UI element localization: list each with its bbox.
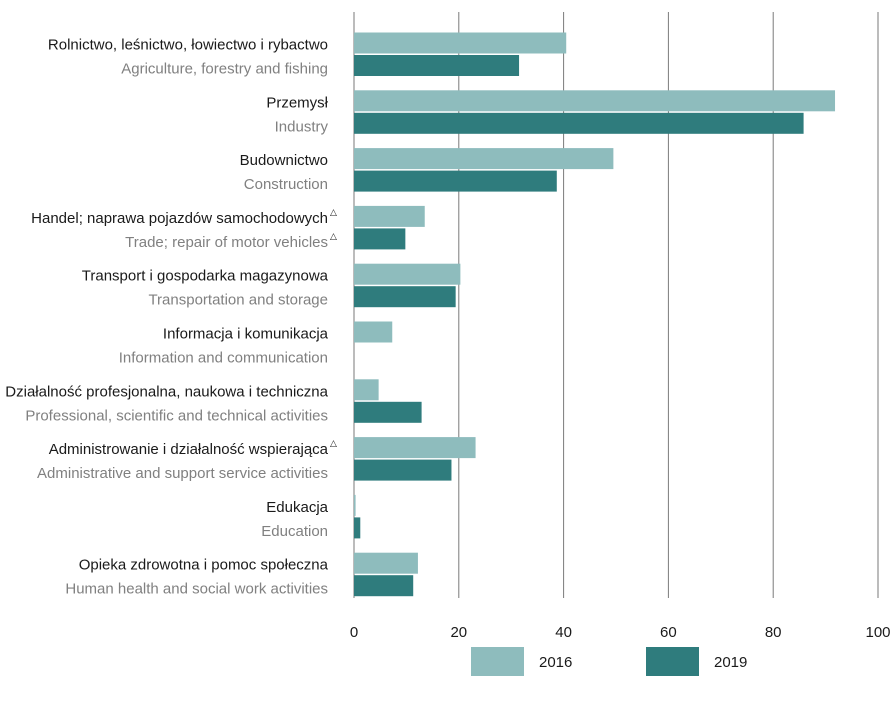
triangle-mark-icon: △ bbox=[330, 439, 337, 449]
category-label-pl: Administrowanie i działalność wspierając… bbox=[49, 441, 329, 458]
category-label-pl: Informacja i komunikacja bbox=[163, 326, 329, 343]
x-tick-label: 100 bbox=[865, 624, 890, 641]
triangle-mark-icon: △ bbox=[330, 208, 337, 218]
bar-2016 bbox=[354, 379, 379, 401]
legend-swatch-2019 bbox=[646, 647, 699, 676]
category-label-en: Professional, scientific and technical a… bbox=[25, 407, 328, 424]
bar-2016 bbox=[354, 148, 614, 170]
bar-2019 bbox=[354, 286, 456, 308]
bar-2016 bbox=[354, 90, 836, 112]
bar-2016 bbox=[354, 263, 461, 285]
category-label-en: Human health and social work activities bbox=[65, 581, 328, 598]
bar-2016 bbox=[354, 494, 356, 516]
bar-2019 bbox=[354, 55, 520, 76]
bar-2016 bbox=[354, 437, 476, 459]
bar-2016 bbox=[354, 552, 418, 574]
x-tick-label: 60 bbox=[660, 624, 677, 641]
category-label-en: Trade; repair of motor vehicles bbox=[125, 234, 328, 251]
category-label-pl: Przemysł bbox=[266, 94, 328, 111]
category-label-pl: Opieka zdrowotna i pomoc społeczna bbox=[79, 557, 329, 574]
category-label-pl: Budownictwo bbox=[240, 152, 328, 169]
bar-2019 bbox=[354, 575, 414, 597]
bar-2019 bbox=[354, 112, 804, 134]
category-label-en: Agriculture, forestry and fishing bbox=[121, 61, 328, 78]
category-label-en: Administrative and support service activ… bbox=[37, 465, 328, 482]
category-label-pl: Rolnictwo, leśnictwo, łowiectwo i rybact… bbox=[48, 37, 328, 54]
legend-label: 2016 bbox=[539, 654, 572, 671]
legend: 2016 2019 bbox=[471, 647, 747, 676]
category-label-en: Information and communication bbox=[119, 350, 328, 367]
legend-swatch-2016 bbox=[471, 647, 524, 676]
bar-2016 bbox=[354, 32, 567, 54]
category-label-en: Education bbox=[261, 523, 328, 540]
x-tick-label: 0 bbox=[350, 624, 358, 641]
x-axis-ticks: 0 20 40 60 80 100 bbox=[350, 624, 891, 641]
x-tick-label: 40 bbox=[555, 624, 572, 641]
bar-2016 bbox=[354, 321, 393, 343]
category-label-pl: Transport i gospodarka magazynowa bbox=[82, 268, 329, 285]
bar-2019 bbox=[354, 459, 452, 481]
category-label-en: Industry bbox=[275, 118, 329, 135]
category-label-pl: Działalność profesjonalna, naukowa i tec… bbox=[5, 383, 328, 400]
bar-2019 bbox=[354, 517, 361, 539]
triangle-mark-icon: △ bbox=[330, 232, 337, 242]
legend-label: 2019 bbox=[714, 654, 747, 671]
x-tick-label: 80 bbox=[765, 624, 782, 641]
category-label-pl: Handel; naprawa pojazdów samochodowych bbox=[31, 210, 328, 227]
bar-2019 bbox=[354, 228, 406, 250]
bar-2016 bbox=[354, 205, 425, 227]
category-label-en: Transportation and storage bbox=[148, 292, 328, 309]
category-label-en: Construction bbox=[244, 176, 328, 193]
category-labels: Rolnictwo, leśnictwo, łowiectwo i rybact… bbox=[5, 37, 337, 598]
bars bbox=[354, 32, 836, 597]
x-tick-label: 20 bbox=[450, 624, 467, 641]
bar-2019 bbox=[354, 401, 422, 423]
category-label-pl: Edukacja bbox=[266, 499, 328, 516]
bar-2019 bbox=[354, 170, 557, 192]
